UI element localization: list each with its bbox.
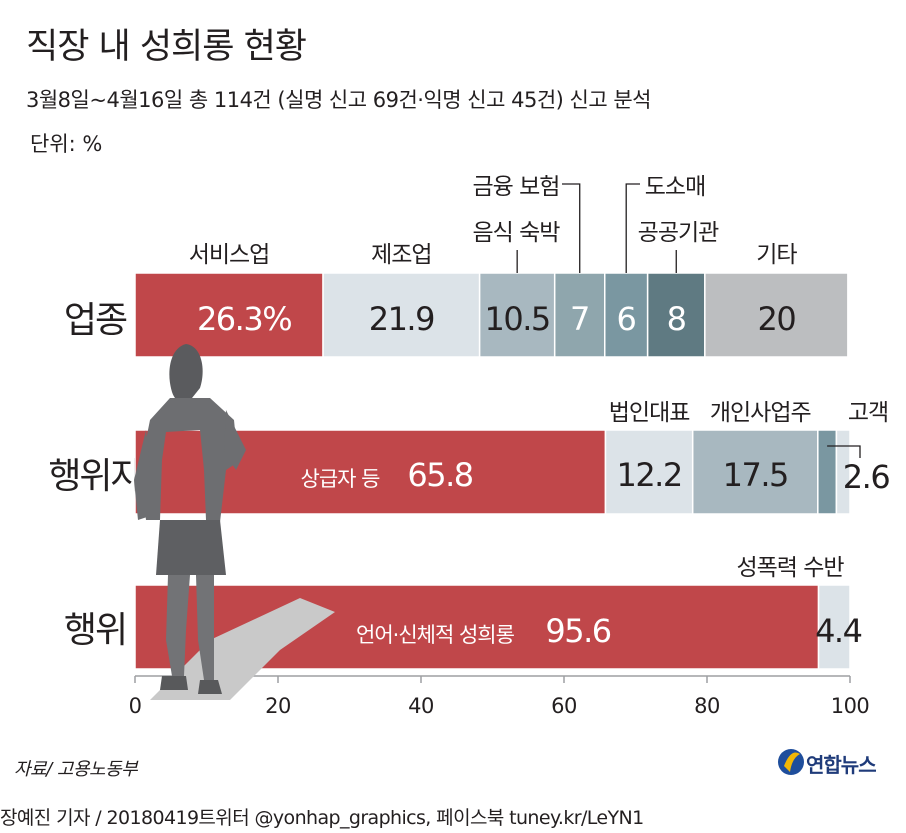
bar-segment	[817, 584, 851, 670]
category-label: 서비스업	[189, 242, 270, 268]
silhouette-part	[169, 344, 203, 402]
category-label: 법인대표	[609, 400, 690, 426]
logo-text: 연합뉴스	[806, 753, 877, 777]
bar-segment	[604, 429, 694, 515]
leader-line	[827, 445, 861, 458]
x-tick-label: 40	[408, 694, 434, 718]
bar-segment	[817, 429, 838, 515]
silhouette-part	[198, 680, 222, 694]
category-label: 공공기관	[638, 220, 719, 246]
data-label: 21.9	[369, 300, 434, 338]
category-label: 고객	[848, 400, 888, 426]
silhouette-part	[150, 598, 335, 700]
source-note: 자료/ 고용노동부	[14, 759, 138, 780]
data-label: 65.8	[407, 456, 472, 494]
bar-segment	[704, 272, 849, 358]
data-label: 12.2	[616, 456, 681, 494]
category-label: 개인사업주	[710, 400, 811, 426]
page-title: 직장 내 성희롱 현황	[26, 27, 307, 67]
row-label: 행위	[64, 610, 126, 651]
category-label: 음식 숙박	[473, 220, 561, 246]
data-label: 17.5	[723, 456, 788, 494]
data-label: 8	[667, 300, 686, 338]
silhouette-part	[134, 430, 150, 520]
x-tick-label: 0	[129, 694, 142, 718]
x-tick-label: 20	[265, 694, 291, 718]
silhouette-part	[224, 410, 246, 470]
page-subtitle: 3월8일~4월16일 총 114건 (실명 신고 69건·익명 신고 45건) …	[26, 88, 651, 112]
bar-segment	[646, 272, 706, 358]
bar-segment	[322, 272, 481, 358]
yonhap-logo-icon	[778, 749, 804, 775]
row-label: 업종	[64, 300, 127, 341]
row-label: 행위자	[48, 456, 143, 497]
x-tick-label: 80	[694, 694, 720, 718]
data-label: 10.5	[485, 300, 550, 338]
data-label: 2.6	[843, 458, 890, 496]
credit-line: 장예진 기자 / 20180419트위터 @yonhap_graphics, 페…	[0, 807, 644, 829]
data-label: 95.6	[545, 612, 610, 650]
data-label: 4.4	[815, 612, 862, 650]
category-label: 성폭력 수반	[736, 555, 844, 581]
unit-label: 단위: %	[30, 132, 103, 156]
data-label: 26.3%	[197, 300, 291, 338]
bar-segment	[691, 429, 819, 515]
category-label: 언어·신체적 성희롱	[356, 623, 515, 647]
x-tick-label: 100	[831, 694, 870, 718]
category-label: 기타	[756, 242, 797, 268]
leader-line	[625, 183, 640, 273]
silhouette-part	[196, 575, 214, 680]
x-tick-label: 60	[551, 694, 577, 718]
silhouette-part	[166, 575, 190, 676]
category-label: 상급자 등	[301, 467, 381, 491]
data-label: 7	[570, 300, 589, 338]
bar-segment	[553, 272, 606, 358]
category-label: 도소매	[645, 174, 705, 200]
leader-line	[562, 183, 581, 273]
bar-segment	[835, 429, 851, 515]
silhouette-part	[140, 398, 238, 522]
woman-silhouette-icon	[134, 344, 335, 700]
data-label: 20	[757, 300, 795, 338]
silhouette-part	[160, 676, 188, 690]
category-label: 제조업	[371, 242, 431, 268]
category-label: 금융 보험	[473, 174, 560, 200]
silhouette-part	[156, 520, 226, 575]
data-label: 6	[617, 300, 636, 338]
